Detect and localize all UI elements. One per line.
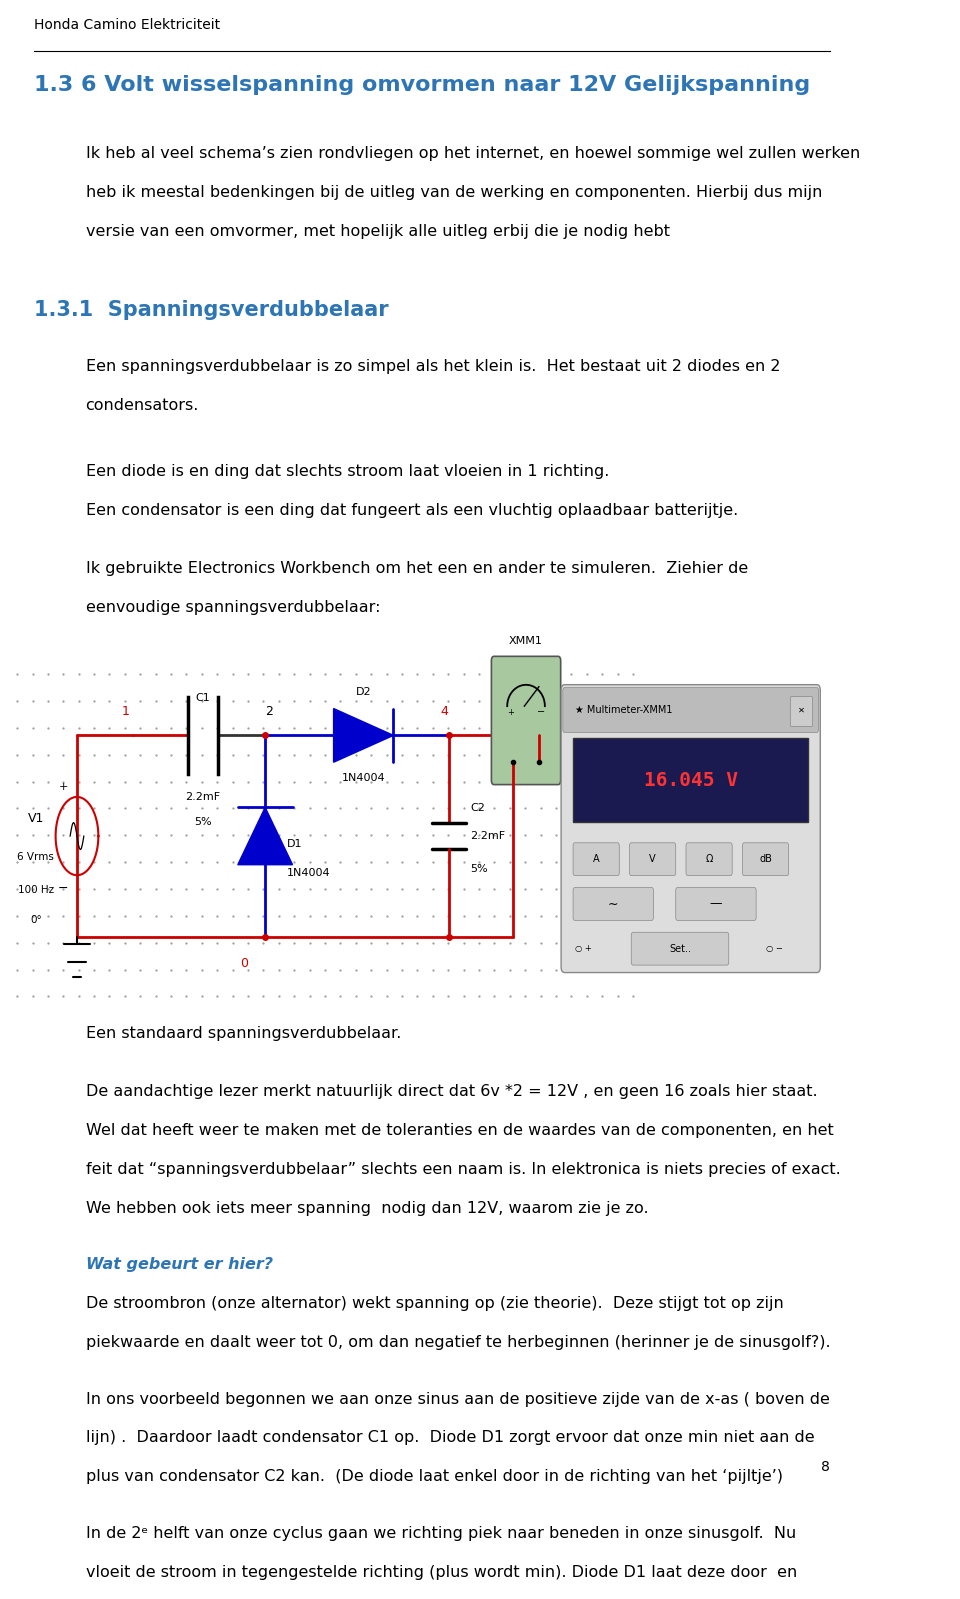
Text: 2.2mF: 2.2mF [470, 831, 506, 841]
FancyBboxPatch shape [676, 887, 756, 921]
Text: versie van een omvormer, met hopelijk alle uitleg erbij die je nodig hebt: versie van een omvormer, met hopelijk al… [85, 224, 669, 238]
FancyBboxPatch shape [630, 843, 676, 876]
Text: In de 2ᵉ helft van onze cyclus gaan we richting piek naar beneden in onze sinusg: In de 2ᵉ helft van onze cyclus gaan we r… [85, 1525, 796, 1541]
Text: In ons voorbeeld begonnen we aan onze sinus aan de positieve zijde van de x-as (: In ons voorbeeld begonnen we aan onze si… [85, 1391, 829, 1407]
Text: Honda Camino Elektriciteit: Honda Camino Elektriciteit [35, 18, 221, 32]
Text: Ik gebruikte Electronics Workbench om het een en ander te simuleren.  Ziehier de: Ik gebruikte Electronics Workbench om he… [85, 561, 748, 576]
FancyBboxPatch shape [561, 684, 820, 972]
Text: 0: 0 [240, 956, 248, 969]
Text: dB: dB [759, 854, 772, 863]
Text: 8: 8 [821, 1460, 829, 1474]
Text: V: V [649, 854, 656, 863]
Text: ○ +: ○ + [575, 943, 591, 953]
Text: vloeit de stroom in tegengestelde richting (plus wordt min). Diode D1 laat deze : vloeit de stroom in tegengestelde richti… [85, 1565, 797, 1580]
Text: Set..: Set.. [669, 943, 691, 953]
Text: 6 Vrms: 6 Vrms [17, 852, 55, 862]
Text: lijn) .  Daardoor laadt condensator C1 op.  Diode D1 zorgt ervoor dat onze min n: lijn) . Daardoor laadt condensator C1 op… [85, 1431, 814, 1445]
FancyBboxPatch shape [573, 887, 654, 921]
FancyBboxPatch shape [573, 739, 808, 822]
Text: 1.3.1  Spanningsverdubbelaar: 1.3.1 Spanningsverdubbelaar [35, 301, 389, 320]
Polygon shape [238, 807, 293, 865]
Text: heb ik meestal bedenkingen bij de uitleg van de werking en componenten. Hierbij : heb ik meestal bedenkingen bij de uitleg… [85, 185, 822, 200]
Text: 4: 4 [441, 705, 448, 718]
Text: 5%: 5% [194, 817, 212, 827]
Text: piekwaarde en daalt weer tot 0, om dan negatief te herbeginnen (herinner je de s: piekwaarde en daalt weer tot 0, om dan n… [85, 1335, 830, 1350]
Text: condensators.: condensators. [85, 398, 199, 413]
Text: A: A [593, 854, 599, 863]
Text: De stroombron (onze alternator) wekt spanning op (zie theorie).  Deze stijgt tot: De stroombron (onze alternator) wekt spa… [85, 1297, 783, 1311]
Text: Wel dat heeft weer te maken met de toleranties en de waardes van de componenten,: Wel dat heeft weer te maken met de toler… [85, 1122, 833, 1138]
FancyBboxPatch shape [632, 932, 729, 966]
FancyBboxPatch shape [742, 843, 788, 876]
Text: plus van condensator C2 kan.  (De diode laat enkel door in de richting van het ‘: plus van condensator C2 kan. (De diode l… [85, 1469, 782, 1484]
Text: Een diode is en ding dat slechts stroom laat vloeien in 1 richting.: Een diode is en ding dat slechts stroom … [85, 464, 609, 480]
Text: C1: C1 [196, 692, 210, 702]
FancyBboxPatch shape [492, 656, 561, 785]
Text: Een standaard spanningsverdubbelaar.: Een standaard spanningsverdubbelaar. [85, 1027, 401, 1041]
Text: ○ −: ○ − [765, 943, 782, 953]
Text: ∼: ∼ [608, 897, 618, 910]
FancyBboxPatch shape [790, 697, 812, 726]
Text: 1.3 6 Volt wisselspanning omvormen naar 12V Gelijkspanning: 1.3 6 Volt wisselspanning omvormen naar … [35, 75, 810, 94]
Text: ★ Multimeter-XMM1: ★ Multimeter-XMM1 [575, 705, 672, 715]
Text: +: + [59, 782, 68, 792]
Text: 100 Hz: 100 Hz [18, 884, 54, 895]
Text: +: + [507, 708, 515, 716]
FancyBboxPatch shape [573, 843, 619, 876]
Text: −: − [58, 881, 68, 895]
Text: D1: D1 [286, 838, 302, 849]
Text: We hebben ook iets meer spanning  nodig dan 12V, waarom zie je zo.: We hebben ook iets meer spanning nodig d… [85, 1201, 648, 1215]
Text: De aandachtige lezer merkt natuurlijk direct dat 6v *2 = 12V , en geen 16 zoals : De aandachtige lezer merkt natuurlijk di… [85, 1084, 817, 1100]
Text: 5%: 5% [470, 863, 488, 875]
Text: 1N4004: 1N4004 [286, 868, 330, 878]
Text: Ω: Ω [706, 854, 712, 863]
Text: V1: V1 [28, 812, 44, 825]
FancyBboxPatch shape [686, 843, 732, 876]
Text: XMM1: XMM1 [509, 636, 543, 646]
FancyBboxPatch shape [563, 688, 819, 732]
Text: D2: D2 [356, 686, 372, 697]
Text: —: — [709, 897, 722, 910]
Text: 1: 1 [122, 705, 130, 718]
Text: 1N4004: 1N4004 [342, 772, 385, 782]
Text: Een spanningsverdubbelaar is zo simpel als het klein is.  Het bestaat uit 2 diod: Een spanningsverdubbelaar is zo simpel a… [85, 360, 780, 374]
Text: C2: C2 [470, 803, 486, 812]
Text: −: − [538, 707, 545, 716]
Text: 2: 2 [266, 705, 274, 718]
Polygon shape [333, 708, 394, 763]
Text: eenvoudige spanningsverdubbelaar:: eenvoudige spanningsverdubbelaar: [85, 600, 380, 614]
Text: feit dat “spanningsverdubbelaar” slechts een naam is. In elektronica is niets pr: feit dat “spanningsverdubbelaar” slechts… [85, 1162, 840, 1177]
Text: 16.045 V: 16.045 V [644, 771, 737, 790]
Text: Ik heb al veel schema’s zien rondvliegen op het internet, en hoewel sommige wel : Ik heb al veel schema’s zien rondvliegen… [85, 146, 860, 161]
Text: 2.2mF: 2.2mF [185, 792, 221, 803]
Text: 0°: 0° [30, 915, 42, 924]
Text: ✕: ✕ [798, 705, 805, 715]
Text: Wat gebeurt er hier?: Wat gebeurt er hier? [85, 1257, 273, 1273]
Text: Een condensator is een ding dat fungeert als een vluchtig oplaadbaar batterijtje: Een condensator is een ding dat fungeert… [85, 502, 738, 518]
